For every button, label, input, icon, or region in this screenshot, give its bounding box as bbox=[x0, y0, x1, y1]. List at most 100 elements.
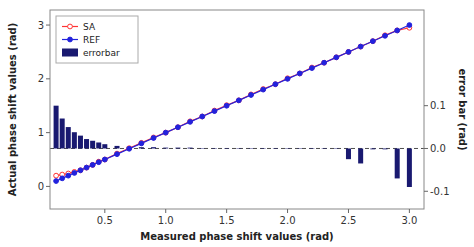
x-tick bbox=[104, 209, 105, 213]
bar bbox=[309, 148, 314, 149]
legend-marker bbox=[68, 24, 73, 29]
bar bbox=[358, 148, 363, 163]
bar bbox=[297, 148, 302, 149]
point bbox=[163, 130, 168, 135]
y-tick-label: 2 bbox=[38, 73, 44, 84]
bar bbox=[54, 106, 59, 149]
y-tick bbox=[46, 78, 50, 79]
bar bbox=[261, 148, 266, 149]
legend-marker bbox=[68, 37, 73, 42]
bar bbox=[285, 148, 290, 149]
point bbox=[322, 60, 327, 65]
point bbox=[358, 44, 363, 49]
point bbox=[407, 23, 412, 28]
point bbox=[84, 165, 89, 170]
y-axis-label: Actual phase shift values (rad) bbox=[7, 23, 18, 197]
bar bbox=[175, 147, 180, 149]
point bbox=[334, 55, 339, 60]
point bbox=[102, 157, 107, 162]
x-tick bbox=[348, 209, 349, 213]
point bbox=[346, 50, 351, 55]
legend-label: REF bbox=[83, 35, 100, 45]
point bbox=[84, 165, 89, 170]
bar bbox=[139, 147, 144, 148]
x-tick-label: 2.5 bbox=[341, 215, 357, 226]
x-tick-label: 0.5 bbox=[97, 215, 113, 226]
point bbox=[60, 176, 65, 181]
x-tick bbox=[409, 209, 410, 213]
x-tick bbox=[226, 209, 227, 213]
bar bbox=[84, 139, 89, 148]
x-tick-label: 2.0 bbox=[280, 215, 296, 226]
data-layer bbox=[54, 23, 412, 187]
y2-tick bbox=[424, 105, 428, 106]
bar-series bbox=[54, 106, 412, 187]
point bbox=[322, 60, 327, 65]
legend-swatch bbox=[62, 49, 78, 57]
point bbox=[96, 160, 101, 165]
point bbox=[297, 71, 302, 76]
bar bbox=[346, 148, 351, 159]
bar bbox=[395, 148, 400, 178]
bar bbox=[72, 132, 77, 148]
point bbox=[90, 162, 95, 167]
point bbox=[66, 173, 71, 178]
bar bbox=[151, 147, 156, 148]
point bbox=[358, 44, 363, 49]
bar bbox=[334, 148, 339, 149]
point bbox=[188, 119, 193, 124]
point bbox=[224, 103, 229, 108]
point bbox=[188, 119, 193, 124]
legend: SAREFerrorbar bbox=[56, 16, 138, 63]
y-tick-label: 0 bbox=[38, 181, 44, 192]
point bbox=[261, 87, 266, 92]
x-axis-label: Measured phase shift values (rad) bbox=[140, 231, 333, 242]
bar bbox=[370, 148, 375, 150]
point bbox=[212, 108, 217, 113]
point bbox=[78, 168, 83, 173]
legend-box bbox=[56, 16, 138, 63]
x-tick bbox=[287, 209, 288, 213]
y-tick bbox=[46, 186, 50, 187]
y2-tick-label: 0.1 bbox=[430, 100, 446, 111]
point bbox=[383, 33, 388, 38]
point bbox=[54, 173, 59, 178]
chart: 0.51.01.52.02.53.00123-0.10.00.1Measured… bbox=[0, 0, 474, 247]
y2-tick-label: -0.1 bbox=[430, 186, 450, 197]
bar bbox=[273, 148, 278, 149]
x-tick-label: 1.5 bbox=[219, 215, 235, 226]
point bbox=[72, 171, 77, 176]
point bbox=[151, 136, 156, 141]
point bbox=[395, 28, 400, 33]
bar bbox=[163, 147, 168, 149]
point bbox=[54, 179, 59, 184]
legend-label: errorbar bbox=[83, 48, 120, 58]
point bbox=[151, 135, 156, 140]
point bbox=[176, 125, 181, 130]
point bbox=[200, 114, 205, 119]
line bbox=[56, 25, 409, 181]
point bbox=[346, 50, 351, 55]
point bbox=[127, 146, 132, 151]
y-tick-label: 3 bbox=[38, 20, 44, 31]
point bbox=[127, 146, 132, 151]
bar bbox=[236, 148, 241, 149]
line bbox=[56, 28, 409, 176]
y-tick bbox=[46, 25, 50, 26]
point bbox=[102, 157, 107, 162]
x-tick bbox=[165, 209, 166, 213]
point bbox=[370, 39, 375, 44]
point bbox=[273, 82, 278, 87]
point bbox=[334, 55, 339, 60]
y2-tick bbox=[424, 191, 428, 192]
y-tick bbox=[46, 132, 50, 133]
y2-tick bbox=[424, 148, 428, 149]
x-tick-label: 1.0 bbox=[158, 215, 174, 226]
x-tick-label: 3.0 bbox=[401, 215, 417, 226]
bar bbox=[383, 148, 388, 150]
bar bbox=[90, 141, 95, 149]
point bbox=[90, 162, 95, 167]
point bbox=[78, 168, 83, 173]
point bbox=[249, 93, 254, 98]
point bbox=[139, 141, 144, 146]
